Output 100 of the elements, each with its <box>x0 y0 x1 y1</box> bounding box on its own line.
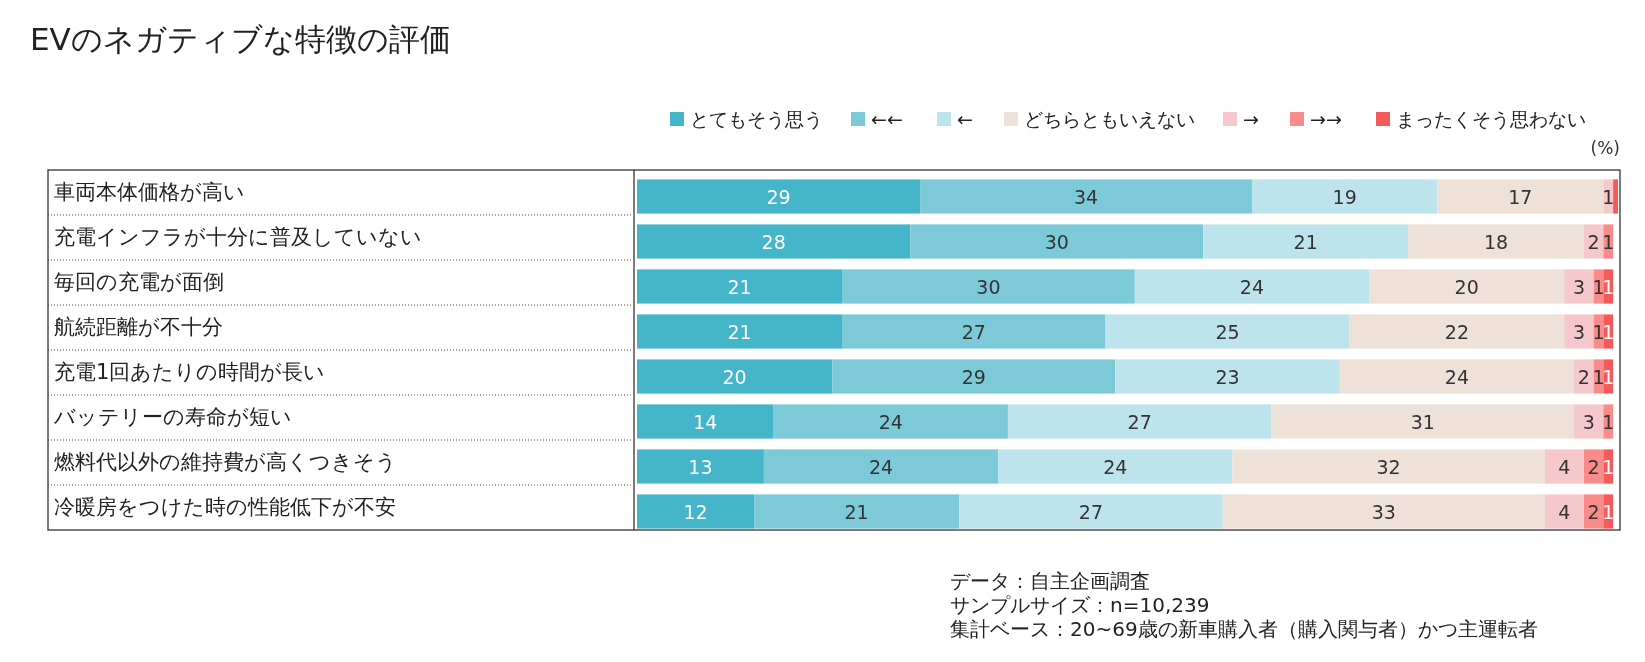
data-label: 30 <box>1044 230 1069 253</box>
bar <box>1369 269 1565 304</box>
bar <box>1564 269 1594 304</box>
data-label: 4 <box>1558 500 1571 523</box>
data-label: 21 <box>727 320 752 343</box>
data-label: 33 <box>1371 500 1396 523</box>
bar <box>1007 404 1272 439</box>
bar <box>1613 179 1618 214</box>
data-label: 12 <box>683 500 708 523</box>
data-label: 20 <box>1454 275 1479 298</box>
legend-label: どちらともいえない <box>1024 108 1195 130</box>
data-label: 3 <box>1572 320 1585 343</box>
data-label: 20 <box>722 365 747 388</box>
bar <box>637 359 833 394</box>
bar <box>637 314 842 349</box>
bar <box>1437 179 1604 214</box>
data-label: 2 <box>1587 500 1600 523</box>
bar <box>637 269 842 304</box>
text: EVのネガティブな特徴の評価 <box>30 21 451 57</box>
data-label: 21 <box>727 275 752 298</box>
bar <box>1544 494 1584 529</box>
bar <box>841 314 1106 349</box>
bar <box>637 449 764 484</box>
data-label: 24 <box>1239 275 1265 298</box>
data-label: 1 <box>1602 230 1615 253</box>
data-label: 3 <box>1582 410 1595 433</box>
data-label: 1 <box>1592 320 1605 343</box>
data-label: 1 <box>1592 365 1605 388</box>
data-label: 1 <box>1602 365 1615 388</box>
data-label: 1 <box>1602 410 1615 433</box>
legend-label: まったくそう思わない <box>1396 108 1586 130</box>
data-label: 32 <box>1376 455 1401 478</box>
bar <box>637 494 755 529</box>
text: (%) <box>1590 138 1620 158</box>
bar <box>1544 449 1584 484</box>
bar <box>998 449 1233 484</box>
data-label: 24 <box>868 455 894 478</box>
bar <box>637 224 911 259</box>
data-label: 22 <box>1444 320 1470 343</box>
text: 集計ベース：20~69歳の新車購入者（購入関与者）かつ主運転者 <box>950 617 1538 641</box>
legend-label: ← <box>957 108 973 130</box>
bar <box>1134 269 1370 304</box>
bar <box>637 179 921 214</box>
bar <box>1105 314 1350 349</box>
bar <box>1349 314 1565 349</box>
data-label: 28 <box>761 230 786 253</box>
data-label: 1 <box>1602 320 1615 343</box>
bar <box>637 404 774 439</box>
y-tick-label: 航続距離が不十分 <box>54 315 223 339</box>
data-label: 25 <box>1215 320 1240 343</box>
bar <box>1115 359 1340 394</box>
data-label: 31 <box>1410 410 1435 433</box>
data-label: 27 <box>1078 500 1103 523</box>
data-label: 1 <box>1602 275 1615 298</box>
bar <box>1251 179 1438 214</box>
text: データ：自主企画調査 <box>950 569 1150 593</box>
bar <box>841 269 1135 304</box>
bar <box>920 179 1252 214</box>
data-label: 29 <box>961 365 986 388</box>
y-tick-label: 毎回の充電が面倒 <box>54 270 224 294</box>
data-label: 27 <box>961 320 986 343</box>
data-label: 4 <box>1558 455 1571 478</box>
data-label: 3 <box>1572 275 1585 298</box>
data-label: 30 <box>976 275 1001 298</box>
data-label: 17 <box>1508 185 1533 208</box>
bar <box>1564 314 1594 349</box>
data-label: 14 <box>693 410 718 433</box>
legend-label: → <box>1243 108 1259 130</box>
data-label: 21 <box>844 500 869 523</box>
data-label: 19 <box>1332 185 1357 208</box>
bar <box>832 359 1116 394</box>
bar <box>1271 404 1575 439</box>
data-label: 2 <box>1587 230 1600 253</box>
bar <box>1232 449 1545 484</box>
legend-label: ←← <box>871 108 903 130</box>
data-label: 24 <box>1103 455 1128 478</box>
data-label: 29 <box>766 185 791 208</box>
data-label: 13 <box>688 455 713 478</box>
data-label: 1 <box>1602 455 1615 478</box>
y-tick-label: 車両本体価格が高い <box>54 180 245 204</box>
y-tick-label: 燃料代以外の維持費が高くつきそう <box>54 450 397 474</box>
data-label: 24 <box>1444 365 1470 388</box>
data-label: 18 <box>1483 230 1509 253</box>
data-label: 34 <box>1073 185 1099 208</box>
data-label: 1 <box>1592 275 1605 298</box>
bar <box>763 449 999 484</box>
bar <box>1408 224 1584 259</box>
data-label: 1 <box>1602 500 1615 523</box>
y-tick-label: 冷暖房をつけた時の性能低下が不安 <box>54 495 396 519</box>
bar <box>1339 359 1575 394</box>
data-label: 21 <box>1293 230 1318 253</box>
data-label: 2 <box>1587 455 1600 478</box>
data-label: 24 <box>878 410 903 433</box>
bar <box>1574 404 1604 439</box>
text: サンプルサイズ：n=10,239 <box>950 593 1210 617</box>
bar <box>1203 224 1409 259</box>
bar <box>754 494 960 529</box>
data-label: 23 <box>1215 365 1240 388</box>
data-label: 1 <box>1602 185 1615 208</box>
y-tick-label: 充電1回あたりの時間が長い <box>54 360 326 384</box>
